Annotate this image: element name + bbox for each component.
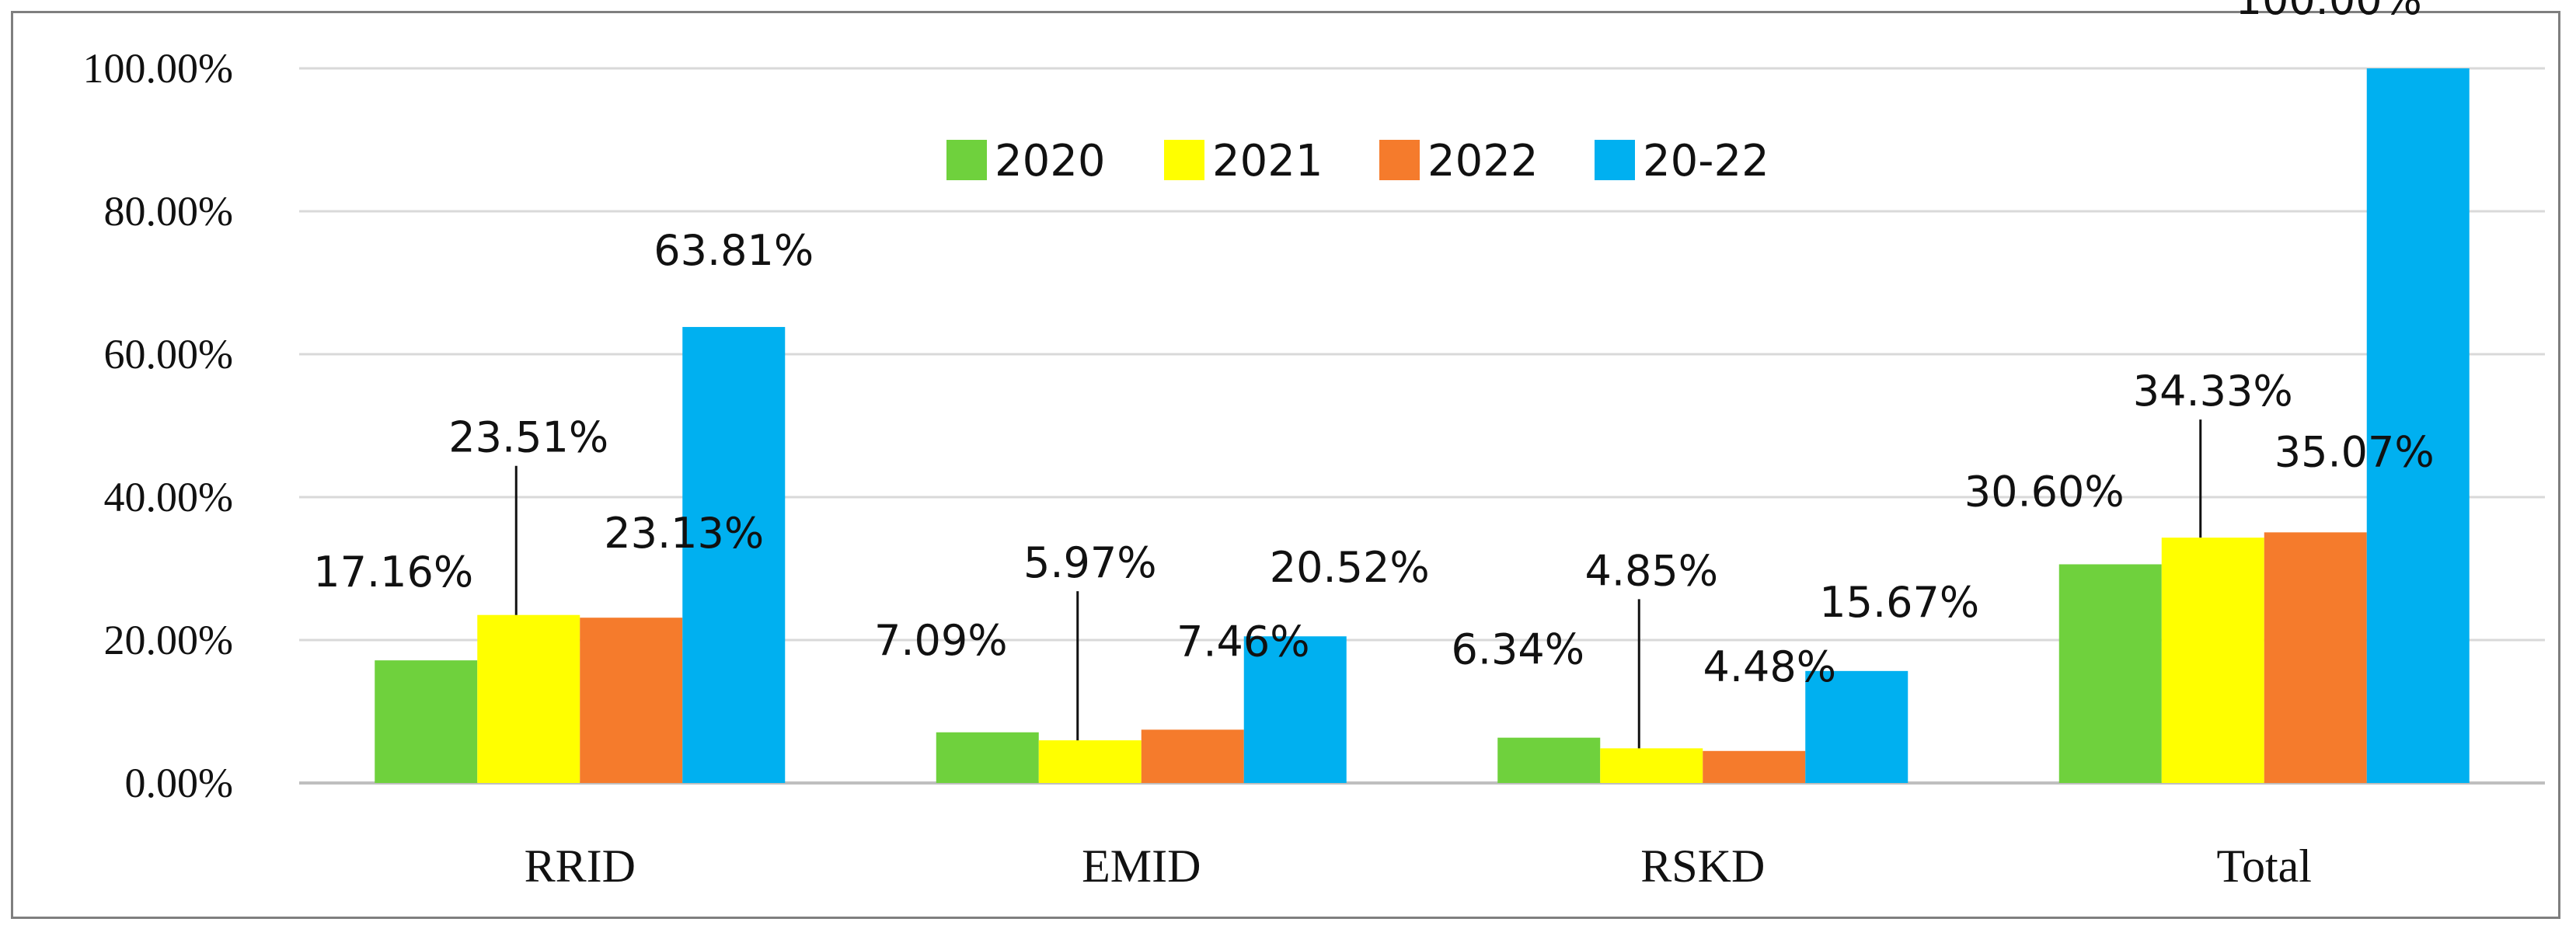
bar-2022-RSKD xyxy=(1703,750,1806,783)
bars xyxy=(375,68,2470,783)
bar-2021-Total xyxy=(2161,538,2264,783)
data-label: 23.51% xyxy=(448,413,608,462)
data-label: 100.00% xyxy=(2236,0,2422,24)
bar-20-22-RRID xyxy=(682,326,786,783)
data-label: 35.07% xyxy=(2274,427,2435,476)
bar-20-22-Total xyxy=(2366,68,2470,783)
legend-swatch xyxy=(1595,140,1635,180)
category-label: Total xyxy=(2217,840,2312,892)
y-tick-label: 40.00% xyxy=(104,474,233,520)
bar-20-22-RSKD xyxy=(1805,670,1908,783)
bar-2020-Total xyxy=(2058,564,2162,783)
x-axis-category-labels: RRID EMID RSKD Total xyxy=(525,840,2312,892)
bar-2021-RRID xyxy=(477,614,580,783)
y-axis-tick-labels: 0.00% 20.00% 40.00% 60.00% 80.00% 100.00% xyxy=(83,45,233,806)
bar-2020-EMID xyxy=(936,732,1039,783)
data-label: 7.09% xyxy=(874,616,1008,665)
category-label: EMID xyxy=(1082,840,1201,892)
y-tick-label: 100.00% xyxy=(83,45,233,92)
y-tick-label: 80.00% xyxy=(104,188,233,235)
legend-label: 2021 xyxy=(1212,136,1323,186)
data-label: 34.33% xyxy=(2133,367,2293,416)
bar-2020-RSKD xyxy=(1497,737,1601,783)
data-label: 17.16% xyxy=(313,548,473,597)
bar-20-22-EMID xyxy=(1243,636,1347,783)
legend: 2020 2021 2022 20-22 xyxy=(946,136,1769,186)
legend-swatch xyxy=(1379,140,1420,180)
legend-swatch xyxy=(1164,140,1204,180)
legend-label: 2020 xyxy=(995,136,1106,186)
bar-2020-RRID xyxy=(375,660,478,783)
category-label: RSKD xyxy=(1640,840,1765,892)
data-label: 30.60% xyxy=(1964,467,2125,516)
data-label: 5.97% xyxy=(1023,538,1157,587)
bar-2022-Total xyxy=(2264,532,2367,783)
label-leader-lines xyxy=(514,419,2202,749)
bar-2021-RSKD xyxy=(1600,748,1703,783)
legend-label: 2022 xyxy=(1427,136,1539,186)
data-label: 20.52% xyxy=(1270,543,1430,592)
bar-2022-RRID xyxy=(580,618,683,783)
data-label: 4.85% xyxy=(1584,546,1718,595)
data-label: 7.46% xyxy=(1176,617,1310,666)
category-label: RRID xyxy=(525,840,636,892)
data-labels: 17.16% 23.51% 23.13% 63.81% 7.09% 5.97% 7.46% 2… xyxy=(313,0,2434,691)
y-tick-label: 20.00% xyxy=(104,617,233,663)
data-label: 4.48% xyxy=(1703,642,1836,691)
data-label: 15.67% xyxy=(1819,578,1979,627)
data-label: 6.34% xyxy=(1451,625,1584,674)
bar-2021-EMID xyxy=(1038,740,1142,783)
data-label: 63.81% xyxy=(654,226,814,275)
bar-2022-EMID xyxy=(1141,729,1244,783)
data-label: 23.13% xyxy=(604,509,764,558)
legend-label: 20-22 xyxy=(1643,136,1769,186)
y-tick-label: 0.00% xyxy=(125,760,233,806)
y-tick-label: 60.00% xyxy=(104,331,233,378)
legend-swatch xyxy=(946,140,987,180)
